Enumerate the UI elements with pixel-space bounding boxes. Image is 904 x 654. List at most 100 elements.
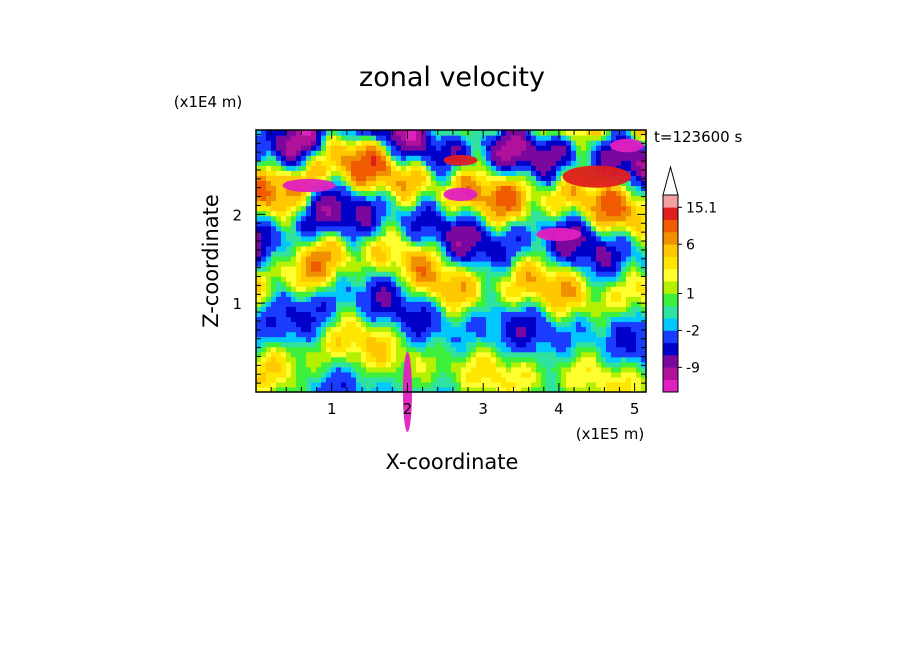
field-cell xyxy=(431,376,437,383)
field-cell xyxy=(636,155,642,161)
field-cell xyxy=(431,281,437,287)
field-cell xyxy=(486,250,492,257)
field-cell xyxy=(551,245,557,252)
field-cell xyxy=(576,200,582,207)
field-cell xyxy=(621,185,627,192)
field-cell xyxy=(501,281,507,287)
field-cell xyxy=(576,306,582,312)
field-cell xyxy=(456,371,462,378)
x-tick-label: 3 xyxy=(478,400,488,418)
field-cell xyxy=(491,240,497,247)
field-cell xyxy=(576,215,582,222)
field-cell xyxy=(486,346,492,353)
field-cell xyxy=(501,296,507,302)
field-cell xyxy=(276,160,282,166)
field-cell xyxy=(356,170,362,176)
field-cell xyxy=(611,301,617,307)
field-cell xyxy=(486,381,492,388)
field-cell xyxy=(401,205,407,212)
field-cell xyxy=(371,316,377,323)
field-cell xyxy=(376,190,382,197)
field-cell xyxy=(266,180,272,187)
field-cell xyxy=(371,291,377,297)
field-cell xyxy=(491,351,497,358)
field-cell xyxy=(391,386,397,393)
field-cell xyxy=(586,346,592,353)
field-cell xyxy=(311,235,317,242)
field-cell xyxy=(496,215,502,222)
field-cell xyxy=(631,190,637,197)
field-cell xyxy=(281,255,287,262)
field-cell xyxy=(616,220,622,227)
field-cell xyxy=(486,165,492,171)
field-cell xyxy=(406,130,412,136)
field-cell xyxy=(461,276,467,282)
field-cell xyxy=(526,255,532,262)
field-cell xyxy=(581,386,587,393)
field-cell xyxy=(441,366,447,373)
field-cell xyxy=(526,281,532,287)
field-cell xyxy=(596,321,602,328)
field-cell xyxy=(306,155,312,161)
field-cell xyxy=(356,165,362,171)
field-cell xyxy=(591,130,597,136)
field-cell xyxy=(296,336,302,343)
field-cell xyxy=(336,145,342,151)
field-cell xyxy=(476,326,482,333)
field-cell xyxy=(471,281,477,287)
field-cell xyxy=(546,271,552,277)
field-cell xyxy=(461,220,467,227)
field-cell xyxy=(271,286,277,292)
field-cell xyxy=(591,311,597,318)
field-cell xyxy=(491,160,497,166)
field-cell xyxy=(591,205,597,212)
field-cell xyxy=(576,266,582,272)
field-cell xyxy=(431,361,437,368)
field-cell xyxy=(381,311,387,318)
field-cell xyxy=(421,140,427,146)
field-cell xyxy=(391,311,397,318)
field-cell xyxy=(521,331,527,338)
field-cell xyxy=(521,175,527,181)
field-cell xyxy=(591,371,597,378)
field-cell xyxy=(301,200,307,207)
field-cell xyxy=(566,386,572,393)
field-cell xyxy=(356,361,362,368)
field-cell xyxy=(421,185,427,192)
field-cell xyxy=(396,160,402,166)
field-cell xyxy=(586,150,592,156)
field-cell xyxy=(411,235,417,242)
field-cell xyxy=(411,311,417,318)
field-cell xyxy=(556,140,562,146)
field-cell xyxy=(636,366,642,373)
field-cell xyxy=(636,371,642,378)
field-cell xyxy=(636,266,642,272)
field-cell xyxy=(611,306,617,312)
field-cell xyxy=(436,386,442,393)
field-cell xyxy=(296,376,302,383)
field-cell xyxy=(576,351,582,358)
field-cell xyxy=(551,361,557,368)
field-cell xyxy=(376,155,382,161)
field-cell xyxy=(466,311,472,318)
field-cell xyxy=(576,225,582,232)
field-cell xyxy=(351,361,357,368)
field-cell xyxy=(456,351,462,358)
field-cell xyxy=(261,351,267,358)
field-cell xyxy=(576,376,582,383)
field-cell xyxy=(571,281,577,287)
field-cell xyxy=(546,316,552,323)
field-cell xyxy=(376,331,382,338)
field-cell xyxy=(466,371,472,378)
field-cell xyxy=(436,135,442,141)
field-cell xyxy=(536,235,542,242)
field-cell xyxy=(346,215,352,222)
field-cell xyxy=(491,281,497,287)
field-cell xyxy=(291,130,297,136)
field-cell xyxy=(386,376,392,383)
field-cell xyxy=(631,356,637,363)
field-cell xyxy=(436,306,442,312)
field-cell xyxy=(571,261,577,267)
field-cell xyxy=(631,316,637,323)
field-cell xyxy=(321,155,327,161)
